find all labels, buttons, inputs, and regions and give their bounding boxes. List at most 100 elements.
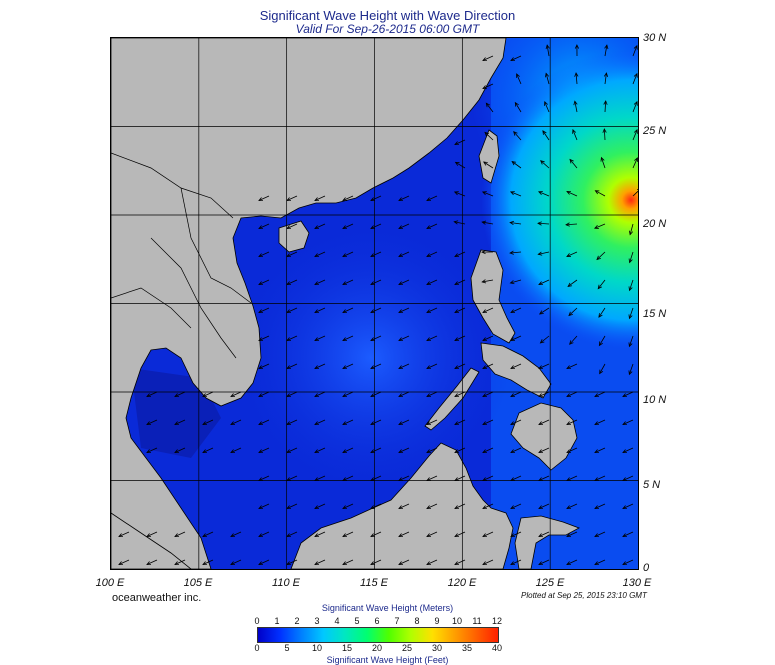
credit-label: oceanweather inc. (112, 592, 202, 604)
direction-arrow-shaft (538, 279, 550, 285)
direction-arrow-head (481, 249, 486, 255)
direction-arrow-head (258, 309, 263, 314)
colorbar-meter-label: 11 (472, 616, 482, 626)
direction-arrow-shaft (398, 503, 410, 509)
direction-arrow-head (538, 421, 543, 426)
direction-arrow-shaft (314, 279, 326, 285)
direction-arrow-shaft (632, 73, 638, 85)
direction-arrow-head (342, 421, 347, 426)
direction-arrow-shaft (622, 391, 634, 397)
direction-arrow-shaft (258, 559, 270, 565)
lat-tick-5: 5 N (643, 479, 661, 491)
colorbar-meter-label: 1 (274, 616, 280, 626)
direction-arrow-shaft (342, 363, 354, 369)
direction-arrow-shaft (566, 391, 578, 397)
direction-arrow-shaft (258, 503, 270, 509)
direction-arrow-shaft (482, 447, 494, 453)
direction-arrow-shaft (426, 251, 438, 257)
direction-arrow-head (594, 533, 599, 538)
taiwan-island (478, 129, 500, 184)
direction-arrow-head (516, 73, 520, 78)
direction-arrow-shaft (398, 279, 410, 285)
direction-arrow-shaft (398, 391, 410, 397)
direction-arrow-shaft (314, 531, 326, 537)
direction-arrow-head (594, 393, 599, 398)
direction-arrow-head (398, 337, 403, 342)
direction-arrow-shaft (258, 363, 270, 369)
direction-arrow-head (314, 225, 319, 230)
direction-arrow-shaft (454, 221, 466, 225)
lon-tick-120: 120 E (447, 577, 477, 589)
direction-arrow-shaft (482, 307, 494, 313)
direction-arrow-head (603, 100, 608, 105)
direction-arrow-shaft (342, 559, 354, 565)
direction-arrow-head (568, 311, 573, 317)
direction-arrow-shaft (398, 251, 410, 257)
colorbar-meter-label: 8 (414, 616, 420, 626)
colorbar-feet-label: 15 (341, 643, 353, 653)
direction-arrow-head (567, 282, 573, 287)
direction-arrow-shaft (426, 391, 438, 397)
colorbar-feet-label: 40 (491, 643, 503, 653)
direction-arrow-head (594, 477, 599, 482)
direction-arrow-head (510, 477, 515, 482)
direction-arrow-shaft (622, 419, 634, 425)
direction-arrow-head (482, 533, 487, 538)
direction-arrow-head (510, 393, 515, 398)
direction-arrow-head (286, 505, 291, 510)
lat-tick-0: 0 (643, 562, 650, 574)
direction-arrow-shaft (286, 559, 298, 565)
direction-arrow-head (566, 421, 571, 426)
direction-arrow-shaft (510, 419, 522, 425)
direction-arrow-shaft (629, 279, 634, 291)
direction-arrow-head (594, 561, 599, 566)
direction-arrow-head (454, 561, 459, 566)
direction-arrow-head (594, 505, 599, 510)
direction-arrow-head (258, 421, 263, 426)
direction-arrow-shaft (566, 251, 578, 257)
lat-tick-25: 25 N (643, 125, 667, 137)
direction-arrow-head (370, 253, 375, 258)
direction-arrow-head (537, 221, 542, 226)
direction-arrow-head (426, 309, 431, 314)
direction-arrow-shaft (510, 307, 522, 313)
direction-arrow-head (454, 393, 459, 398)
direction-arrow-shaft (314, 475, 326, 481)
direction-arrow-shaft (604, 73, 607, 85)
colorbar-meter-label: 7 (394, 616, 400, 626)
direction-arrow-shaft (628, 363, 634, 375)
direction-arrow-shaft (632, 190, 638, 197)
direction-arrow-head (342, 309, 347, 314)
direction-arrow-shaft (594, 223, 606, 229)
direction-arrow-shaft (595, 190, 606, 197)
direction-arrow-head (258, 253, 263, 258)
direction-arrow-head (426, 421, 431, 426)
direction-arrow-shaft (594, 475, 606, 481)
direction-arrow-head (485, 102, 491, 108)
direction-arrow-head (230, 561, 235, 566)
direction-arrow-head (628, 258, 633, 264)
direction-arrow-head (509, 220, 515, 226)
direction-arrow-head (622, 561, 627, 566)
direction-arrow-head (598, 313, 603, 318)
direction-arrow-shaft (314, 419, 326, 425)
direction-arrow-head (574, 72, 579, 77)
direction-arrow-shaft (202, 391, 214, 397)
direction-arrow-shaft (398, 195, 410, 201)
direction-arrow-head (258, 365, 263, 370)
colorbar-feet-label: 0 (254, 643, 260, 653)
direction-arrow-shaft (454, 335, 466, 341)
direction-arrow-head (342, 561, 347, 566)
direction-arrow-head (314, 281, 319, 286)
direction-arrow-shaft (454, 139, 466, 145)
direction-arrow-shaft (482, 391, 494, 397)
direction-arrow-head (538, 281, 543, 286)
direction-arrow-head (511, 160, 517, 166)
direction-arrow-head (258, 449, 263, 454)
direction-arrow-head (230, 393, 235, 398)
direction-arrow-head (370, 449, 375, 454)
direction-arrow-shaft (483, 161, 494, 169)
lon-tick-100: 100 E (95, 577, 125, 589)
direction-arrow-shaft (370, 559, 382, 565)
direction-arrow-head (538, 365, 543, 370)
